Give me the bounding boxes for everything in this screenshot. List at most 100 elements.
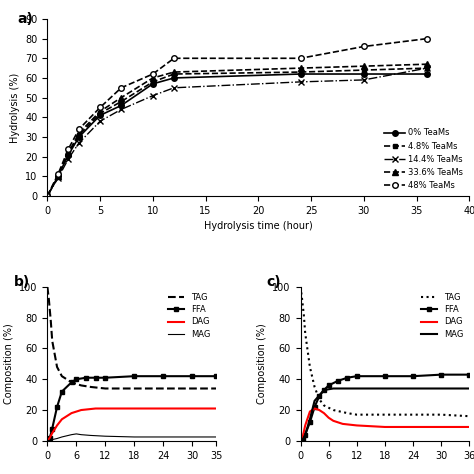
Legend: TAG, FFA, DAG, MAG: TAG, FFA, DAG, MAG <box>164 290 214 342</box>
33.6% TeaMs <box>55 173 61 179</box>
33.6% TeaMs <box>361 64 367 69</box>
48% TeaMs <box>97 105 103 110</box>
MAG <box>298 438 303 444</box>
MAG <box>131 434 137 440</box>
14.4% TeaMs <box>45 193 50 199</box>
FFA <box>83 375 89 381</box>
Line: 0% TeaMs: 0% TeaMs <box>45 71 430 199</box>
FFA <box>466 372 472 377</box>
4.8% TeaMs <box>298 69 303 75</box>
DAG <box>69 410 74 416</box>
DAG <box>59 417 65 422</box>
Y-axis label: Composition (%): Composition (%) <box>4 323 14 404</box>
0% TeaMs <box>76 134 82 140</box>
FFA <box>47 435 53 441</box>
TAG <box>299 295 305 301</box>
Line: FFA: FFA <box>46 374 218 443</box>
33.6% TeaMs <box>298 65 303 71</box>
TAG <box>69 380 74 385</box>
14.4% TeaMs <box>424 65 430 71</box>
FFA <box>335 378 341 383</box>
DAG <box>354 423 360 428</box>
MAG <box>45 438 50 444</box>
FFA <box>410 374 416 379</box>
0% TeaMs <box>45 193 50 199</box>
FFA <box>160 374 166 379</box>
FFA <box>298 438 303 444</box>
TAG <box>330 407 336 413</box>
FFA <box>317 393 322 399</box>
TAG <box>88 384 94 390</box>
Y-axis label: Hydrolysis (%): Hydrolysis (%) <box>10 73 20 143</box>
FFA <box>300 437 306 442</box>
48% TeaMs <box>171 55 177 61</box>
MAG <box>88 433 94 438</box>
FFA <box>73 376 79 382</box>
4.8% TeaMs <box>171 71 177 77</box>
Line: TAG: TAG <box>301 287 469 416</box>
MAG <box>340 386 346 392</box>
4.8% TeaMs <box>65 150 72 155</box>
0% TeaMs <box>424 71 430 77</box>
FFA <box>131 374 137 379</box>
FFA <box>54 404 60 410</box>
TAG <box>189 386 195 392</box>
TAG <box>307 364 313 370</box>
MAG <box>382 386 388 392</box>
FFA <box>345 375 350 381</box>
MAG <box>213 434 219 440</box>
0% TeaMs <box>65 152 72 157</box>
TAG <box>49 338 55 344</box>
FFA <box>312 404 318 410</box>
TAG <box>48 318 54 324</box>
Line: MAG: MAG <box>47 434 216 441</box>
48% TeaMs <box>65 146 72 152</box>
FFA <box>59 389 65 394</box>
14.4% TeaMs <box>97 118 103 124</box>
MAG <box>49 437 55 442</box>
FFA <box>382 374 388 379</box>
TAG <box>302 330 308 336</box>
DAG <box>312 406 318 411</box>
4.8% TeaMs <box>150 79 155 85</box>
FFA <box>321 387 327 393</box>
48% TeaMs <box>424 36 430 41</box>
MAG <box>300 437 306 442</box>
0% TeaMs <box>361 71 367 77</box>
0% TeaMs <box>118 103 124 109</box>
FFA <box>102 375 108 381</box>
48% TeaMs <box>150 71 155 77</box>
14.4% TeaMs <box>65 156 72 162</box>
Line: TAG: TAG <box>47 287 216 389</box>
DAG <box>298 438 303 444</box>
Line: 48% TeaMs: 48% TeaMs <box>45 36 430 199</box>
Text: b): b) <box>14 274 30 289</box>
Line: FFA: FFA <box>299 373 471 443</box>
TAG <box>354 412 360 418</box>
33.6% TeaMs <box>97 109 103 114</box>
14.4% TeaMs <box>55 175 61 181</box>
DAG <box>382 424 388 430</box>
FFA <box>189 374 195 379</box>
DAG <box>340 421 346 427</box>
DAG <box>47 435 53 441</box>
FFA <box>69 380 74 385</box>
MAG <box>354 386 360 392</box>
14.4% TeaMs <box>118 107 124 112</box>
TAG <box>466 413 472 419</box>
0% TeaMs <box>171 75 177 81</box>
TAG <box>131 386 137 392</box>
FFA <box>45 438 50 444</box>
Line: DAG: DAG <box>47 409 216 441</box>
DAG <box>45 438 50 444</box>
MAG <box>410 386 416 392</box>
Legend: TAG, FFA, DAG, MAG: TAG, FFA, DAG, MAG <box>418 290 467 342</box>
33.6% TeaMs <box>118 95 124 100</box>
DAG <box>54 423 60 428</box>
TAG <box>213 386 219 392</box>
DAG <box>466 424 472 430</box>
MAG <box>102 433 108 439</box>
TAG <box>382 412 388 418</box>
0% TeaMs <box>55 173 61 179</box>
TAG <box>160 386 166 392</box>
